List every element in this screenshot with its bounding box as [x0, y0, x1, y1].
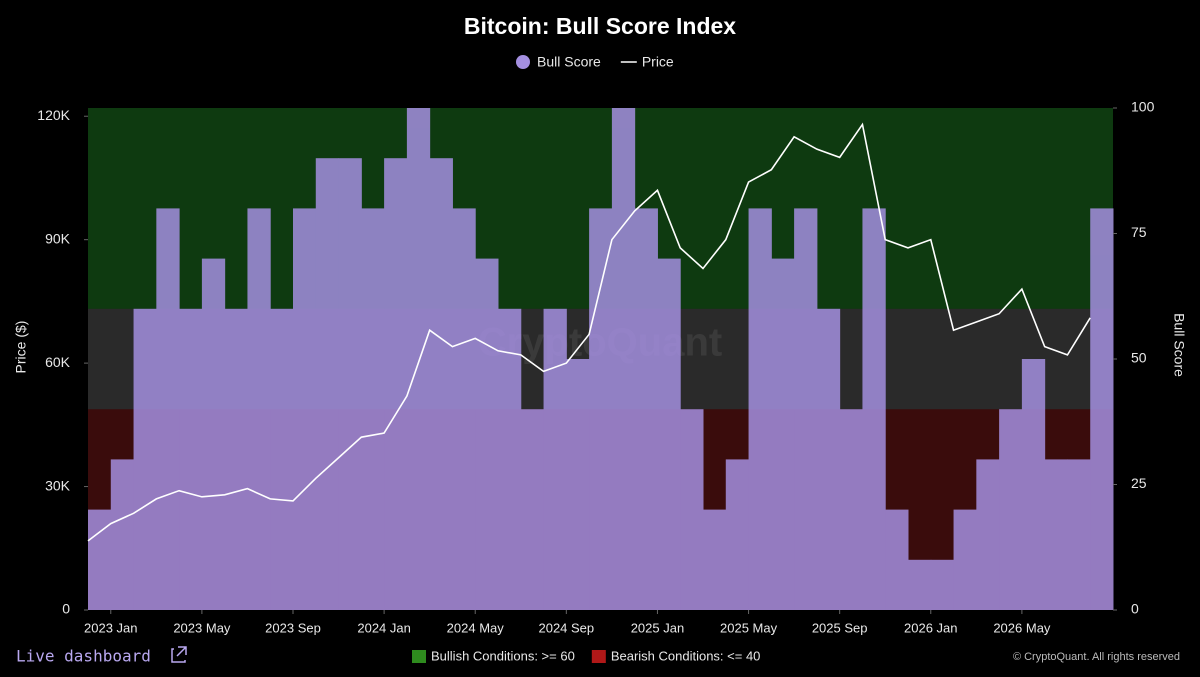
bull-score-step [270, 308, 294, 610]
bull-score-step [976, 459, 1000, 610]
credit: © CryptoQuant. All rights reserved [1013, 651, 1180, 663]
bull-score-step [839, 409, 863, 610]
y-tick-label: 30K [45, 477, 71, 493]
bull-score-step [771, 258, 795, 610]
x-tick-label: 2025 Jan [631, 620, 685, 635]
price-line [87, 122, 1091, 542]
bull-score-step [315, 158, 340, 610]
bull-score-step [862, 208, 886, 610]
y-axis-label: Price ($) [13, 321, 29, 374]
bull-score-step [406, 108, 431, 610]
legend-marker [516, 55, 530, 69]
bull-score-step [611, 108, 636, 610]
y-tick-label: 0 [62, 601, 70, 617]
bull-score-step [338, 158, 362, 610]
x-tick-label: 2026 Jan [904, 620, 958, 635]
bull-score-step [452, 208, 476, 610]
x-tick-label: 2024 May [447, 620, 505, 635]
bull-score-step [908, 559, 932, 610]
x-tick-label: 2024 Jan [357, 620, 411, 635]
chart-title: Bitcoin: Bull Score Index [464, 13, 736, 39]
bull-score-step [520, 409, 545, 610]
bull-score-step [930, 559, 955, 610]
bull-score-step [293, 208, 317, 610]
bull-score-step [748, 208, 772, 610]
x-tick-label: 2025 May [720, 620, 778, 635]
y2-tick-label: 100 [1131, 99, 1155, 115]
bull-score-step [110, 459, 135, 610]
zone-legend-swatch [412, 650, 426, 663]
x-tick-label: 2023 May [173, 620, 231, 635]
bull-score-step [1021, 359, 1046, 610]
y2-tick-label: 25 [1131, 475, 1147, 491]
bull-score-step [1044, 459, 1068, 610]
bull-score-step [589, 208, 613, 610]
bull-score-step [361, 208, 385, 610]
y2-tick-label: 75 [1131, 224, 1147, 240]
bull-score-step [475, 258, 499, 610]
y2-tick-label: 50 [1131, 350, 1147, 366]
bull-score-step [1090, 208, 1114, 610]
x-tick-label: 2025 Sep [812, 620, 868, 635]
y-tick-label: 120K [37, 107, 70, 123]
bull-score-step [429, 158, 453, 610]
bull-score-step [794, 208, 818, 610]
y-tick-label: 90K [45, 230, 71, 246]
y2-axis-label: Bull Score [1171, 313, 1187, 377]
bull-score-step [634, 208, 658, 610]
zone-legend-label: Bullish Conditions: >= 60 [431, 648, 575, 663]
live-dashboard-link[interactable]: Live dashboard [16, 647, 151, 666]
link-icon [171, 646, 187, 663]
legend-label: Bull Score [537, 54, 601, 70]
x-tick-label: 2023 Jan [84, 620, 138, 635]
bull-score-step [657, 258, 681, 610]
bull-score-step [1067, 459, 1091, 610]
bull-score-step [953, 509, 977, 610]
bull-score-step [247, 208, 271, 610]
bull-score-step [680, 409, 704, 610]
bull-score-area [88, 108, 1114, 610]
bull-score-step [88, 509, 112, 610]
legend-label: Price [642, 54, 674, 70]
bull-score-step [201, 258, 226, 610]
bull-score-step [543, 308, 567, 610]
bull-score-step [133, 308, 157, 610]
y2-tick-label: 0 [1131, 601, 1139, 617]
bull-score-step [179, 308, 203, 610]
bull-score-step [566, 359, 590, 610]
bull-score-step [816, 308, 841, 610]
x-tick-label: 2026 May [993, 620, 1051, 635]
bull-score-step [885, 509, 909, 610]
bull-score-step [156, 208, 180, 610]
bull-score-step [498, 308, 522, 610]
x-tick-label: 2023 Sep [265, 620, 321, 635]
zone-legend-label: Bearish Conditions: <= 40 [611, 648, 761, 663]
bull-score-step [224, 308, 248, 610]
zone-legend-swatch [591, 650, 606, 663]
bull-score-step [384, 158, 408, 610]
x-tick-label: 2024 Sep [538, 620, 594, 635]
bull-score-step [999, 409, 1023, 610]
y-tick-label: 60K [45, 354, 71, 370]
bull-score-step [725, 459, 750, 610]
bull-score-step [703, 509, 727, 610]
